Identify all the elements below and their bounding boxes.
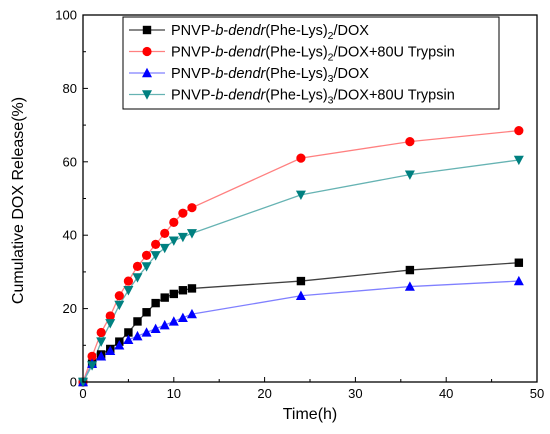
legend-marker [142, 67, 152, 78]
x-tick-label: 30 [348, 386, 362, 401]
data-point [132, 330, 143, 341]
data-point [168, 236, 179, 246]
data-point [114, 340, 125, 350]
data-point [178, 286, 188, 295]
data-point [168, 316, 179, 326]
data-point [404, 170, 415, 180]
data-point [151, 298, 160, 308]
data-point [513, 275, 524, 286]
data-point [141, 250, 152, 260]
data-point [404, 281, 415, 291]
data-point [296, 276, 306, 286]
series-line-3 [82, 280, 519, 383]
x-tick-label: 50 [530, 386, 544, 401]
x-tick-label: 0 [79, 386, 86, 401]
legend-entry: PNVP-b-dendr(Phe-Lys)2/DOX+80U Trypsin [171, 45, 455, 64]
series-markers [78, 126, 524, 388]
legend-entry: PNVP-b-dendr(Phe-Lys)2/DOX [171, 23, 369, 42]
data-point [177, 312, 188, 322]
legend-marker [142, 90, 152, 100]
data-point [514, 126, 524, 136]
series-line-2 [82, 129, 519, 383]
data-point [405, 137, 415, 147]
data-point [141, 262, 152, 272]
data-point [159, 243, 170, 254]
data-point [132, 261, 143, 271]
y-tick-label: 80 [63, 81, 77, 96]
data-point [150, 323, 161, 333]
legend-marker [142, 46, 152, 57]
data-point [142, 308, 151, 317]
data-point [87, 351, 97, 361]
y-tick-label: 0 [70, 375, 77, 390]
y-tick-label: 20 [63, 301, 77, 316]
legend: PNVP-b-dendr(Phe-Lys)2/DOX PNVP-b-dendr(P… [122, 16, 500, 110]
legend-entry: PNVP-b-dendr(Phe-Lys)3/DOX+80U Trypsin [171, 88, 455, 107]
y-tick-label: 40 [63, 228, 77, 243]
y-axis: 0 20 40 60 80 100 [55, 8, 88, 390]
data-point [169, 217, 179, 227]
data-point [114, 291, 124, 301]
data-point [105, 311, 115, 321]
data-point [96, 327, 106, 338]
data-point [151, 239, 161, 249]
legend-marker [142, 25, 152, 35]
x-axis: 0 10 20 30 40 50 [79, 377, 544, 401]
data-point [123, 286, 134, 296]
data-point [187, 203, 197, 213]
data-point [169, 289, 178, 299]
data-point [132, 273, 143, 283]
data-point [159, 319, 170, 330]
data-point [160, 293, 169, 302]
data-point [296, 153, 306, 163]
y-tick-label: 60 [63, 154, 77, 169]
data-point [114, 300, 125, 311]
data-point [123, 334, 134, 344]
data-point [187, 284, 197, 293]
data-point [150, 251, 161, 261]
data-point [186, 308, 197, 319]
data-point [96, 337, 107, 347]
data-point [160, 228, 170, 238]
x-axis-title: Time(h) [283, 406, 338, 423]
legend-entry: PNVP-b-dendr(Phe-Lys)3/DOX [171, 66, 369, 85]
x-tick-label: 20 [257, 386, 271, 401]
data-point [295, 190, 306, 201]
data-point [513, 155, 524, 166]
y-tick-label: 100 [55, 8, 77, 23]
data-point [123, 276, 133, 286]
legend-box [122, 16, 500, 110]
data-point [141, 327, 152, 337]
x-tick-label: 40 [439, 386, 453, 401]
y-axis-title: Cumulative DOX Release(%) [10, 97, 27, 304]
data-point [105, 345, 116, 356]
data-point [87, 361, 98, 371]
data-point [186, 229, 197, 239]
data-point [133, 317, 142, 326]
data-point [124, 328, 133, 337]
data-point [178, 208, 188, 218]
data-point [514, 258, 524, 267]
series-line-1 [82, 262, 519, 383]
data-point [295, 290, 306, 300]
data-point [96, 351, 107, 361]
data-point [177, 232, 188, 243]
data-point [405, 265, 415, 275]
x-tick-label: 10 [167, 386, 181, 401]
data-point [105, 319, 116, 329]
